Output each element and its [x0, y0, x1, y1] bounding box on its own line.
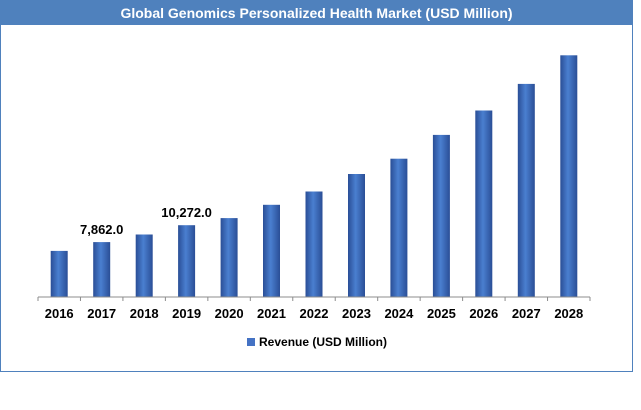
legend-swatch-revenue [247, 338, 255, 346]
x-tick-label-2018: 2018 [130, 306, 159, 321]
x-tick-label-2028: 2028 [554, 306, 583, 321]
bar-2028 [560, 55, 578, 297]
x-tick-label-2024: 2024 [384, 306, 414, 321]
bar-2022 [305, 191, 323, 297]
x-tick-label-2022: 2022 [300, 306, 329, 321]
x-tick-label-2026: 2026 [469, 306, 498, 321]
x-tick-label-2027: 2027 [512, 306, 541, 321]
chart-title: Global Genomics Personalized Health Mark… [1, 1, 632, 25]
bar-2023 [348, 174, 365, 297]
legend-label-revenue: Revenue (USD Million) [259, 335, 388, 349]
bar-2024 [390, 158, 408, 297]
bar-2021 [263, 204, 280, 297]
x-tick-label-2016: 2016 [45, 306, 74, 321]
bar-2025 [432, 134, 450, 297]
bar-2020 [220, 218, 238, 297]
x-tick-label-2017: 2017 [87, 306, 116, 321]
bar-2016 [50, 250, 68, 297]
x-tick-label-2023: 2023 [342, 306, 371, 321]
chart-legend: Revenue (USD Million) [247, 335, 387, 349]
bar-2018 [135, 234, 153, 297]
data-label-2019: 10,272.0 [161, 205, 212, 220]
data-label-2017: 7,862.0 [80, 222, 123, 237]
x-tick-label-2021: 2021 [257, 306, 286, 321]
x-tick-label-2025: 2025 [427, 306, 456, 321]
bar-2027 [517, 83, 535, 298]
bar-2019 [178, 225, 196, 297]
bar-2026 [475, 110, 493, 297]
x-tick-label-2020: 2020 [215, 306, 244, 321]
x-tick-label-2019: 2019 [172, 306, 201, 321]
bar-2017 [93, 242, 111, 297]
